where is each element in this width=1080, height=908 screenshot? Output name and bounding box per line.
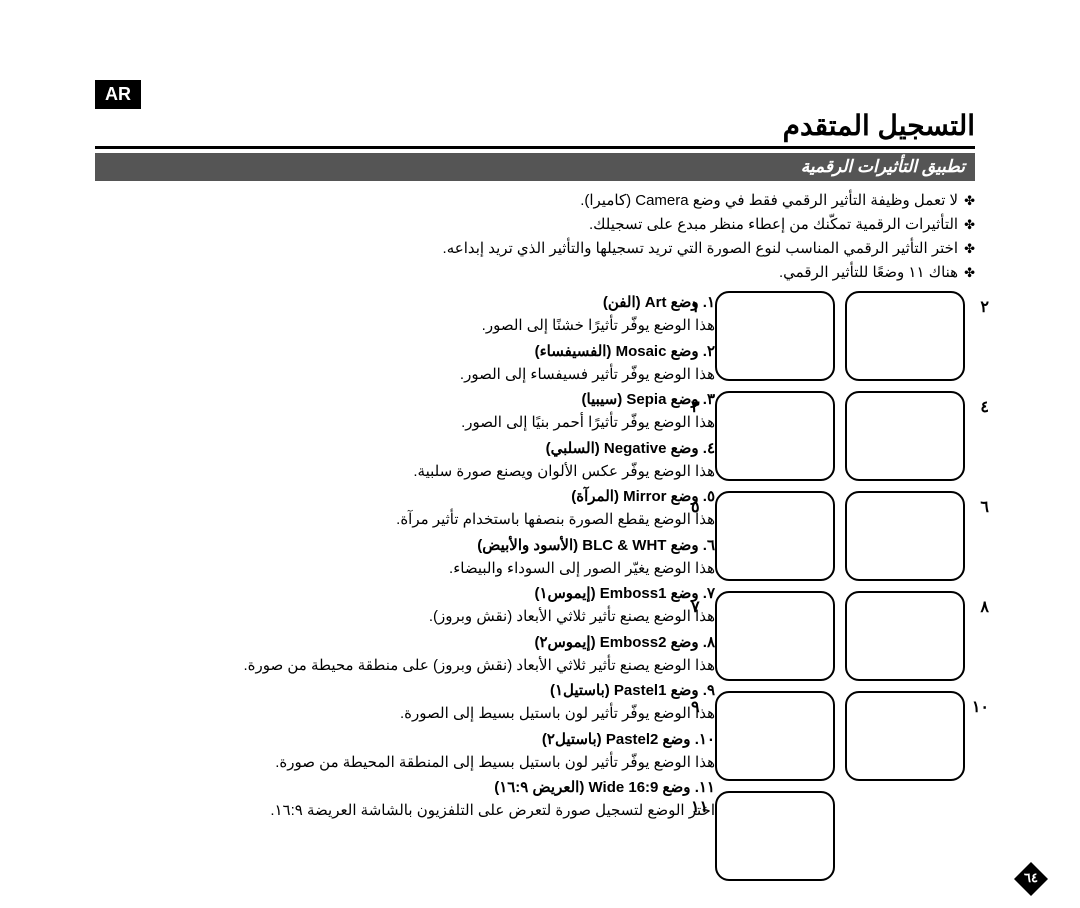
page-number-badge: ٦٤	[1014, 862, 1048, 896]
effect-thumbnail: ١	[715, 291, 835, 381]
effect-thumbnail: ٢	[845, 291, 965, 381]
thumbnail-number: ٩	[691, 697, 700, 717]
intro-bullets: لا تعمل وظيفة التأثير الرقمي فقط في وضع …	[95, 189, 975, 285]
mode-title: ٧. وضع Emboss1 (إيموس١)	[534, 585, 715, 602]
mode-description: هذا الوضع يوفّر تأثير لون باستيل بسيط إل…	[115, 702, 715, 725]
thumbnail-number: ٢	[980, 297, 989, 317]
language-badge: AR	[95, 80, 141, 109]
thumbnail-number: ٨	[980, 597, 989, 617]
thumbnail-number: ٦	[980, 497, 989, 517]
thumbnail-number: ٧	[691, 597, 700, 617]
page-number: ٦٤	[1014, 870, 1048, 886]
mode-description: هذا الوضع يوفّر تأثيرًا خشنًا إلى الصور.	[115, 314, 715, 337]
section-subtitle: تطبيق التأثيرات الرقمية	[95, 153, 975, 181]
mode-description: هذا الوضع يقطع الصورة بنصفها باستخدام تأ…	[115, 508, 715, 531]
mode-title: ١١. وضع Wide 16:9 (العريض ١٦:٩)	[494, 779, 715, 796]
effect-thumbnail: ١١	[715, 791, 835, 881]
effect-thumbnail: ٧	[715, 591, 835, 681]
mode-description: هذا الوضع يوفّر عكس الألوان ويصنع صورة س…	[115, 460, 715, 483]
mode-description: هذا الوضع يصنع تأثير ثلاثي الأبعاد (نقش …	[115, 605, 715, 628]
mode-title: ١٠. وضع Pastel2 (باستيل٢)	[542, 731, 715, 748]
mode-description: هذا الوضع يوفّر تأثيرًا أحمر بنيًا إلى ا…	[115, 411, 715, 434]
main-title: التسجيل المتقدم	[95, 109, 975, 149]
effect-thumbnail: ٨	[845, 591, 965, 681]
content-row: ١. وضع Art (الفن) هذا الوضع يوفّر تأثيرً…	[95, 291, 975, 881]
modes-list: ١. وضع Art (الفن) هذا الوضع يوفّر تأثيرً…	[95, 291, 715, 881]
bullet-item: هناك ١١ وضعًا للتأثير الرقمي.	[95, 261, 975, 285]
mode-title: ٨. وضع Emboss2 (إيموس٢)	[534, 634, 715, 651]
bullet-item: التأثيرات الرقمية تمكّنك من إعطاء منظر م…	[95, 213, 975, 237]
mode-title: ٢. وضع Mosaic (الفسيفساء)	[535, 343, 715, 360]
effect-thumbnail: ٦	[845, 491, 965, 581]
effect-thumbnail: ٩	[715, 691, 835, 781]
mode-description: هذا الوضع يوفّر تأثير لون باستيل بسيط إل…	[115, 751, 715, 774]
thumbnail-number: ٥	[691, 497, 700, 517]
mode-description: هذا الوضع يوفّر تأثير فسيفساء إلى الصور.	[115, 363, 715, 386]
mode-title: ٤. وضع Negative (السلبي)	[546, 440, 715, 457]
mode-title: ٦. وضع BLC & WHT (الأسود والأبيض)	[477, 537, 715, 554]
mode-description: هذا الوضع يغيّر الصور إلى السوداء والبيض…	[115, 557, 715, 580]
effect-thumbnail: ١٠	[845, 691, 965, 781]
page-container: AR التسجيل المتقدم تطبيق التأثيرات الرقم…	[95, 80, 975, 881]
mode-description: هذا الوضع يصنع تأثير ثلاثي الأبعاد (نقش …	[115, 654, 715, 677]
effect-thumbnail: ٤	[845, 391, 965, 481]
thumbnail-number: ١٠	[972, 697, 989, 717]
bullet-item: اختر التأثير الرقمي المناسب لنوع الصورة …	[95, 237, 975, 261]
effect-thumbnail: ٣	[715, 391, 835, 481]
effect-thumbnail: ٥	[715, 491, 835, 581]
thumbnail-grid: ١ ٢ ٣ ٤ ٥ ٦ ٧ ٨ ٩ ١٠ ١١	[715, 291, 975, 881]
bullet-item: لا تعمل وظيفة التأثير الرقمي فقط في وضع …	[95, 189, 975, 213]
thumbnail-number: ١	[691, 297, 700, 317]
thumbnail-number: ١١	[691, 797, 708, 817]
thumbnail-number: ٤	[980, 397, 989, 417]
thumbnail-number: ٣	[691, 397, 700, 417]
mode-description: اختر الوضع لتسجيل صورة لتعرض على التلفزي…	[115, 799, 715, 822]
